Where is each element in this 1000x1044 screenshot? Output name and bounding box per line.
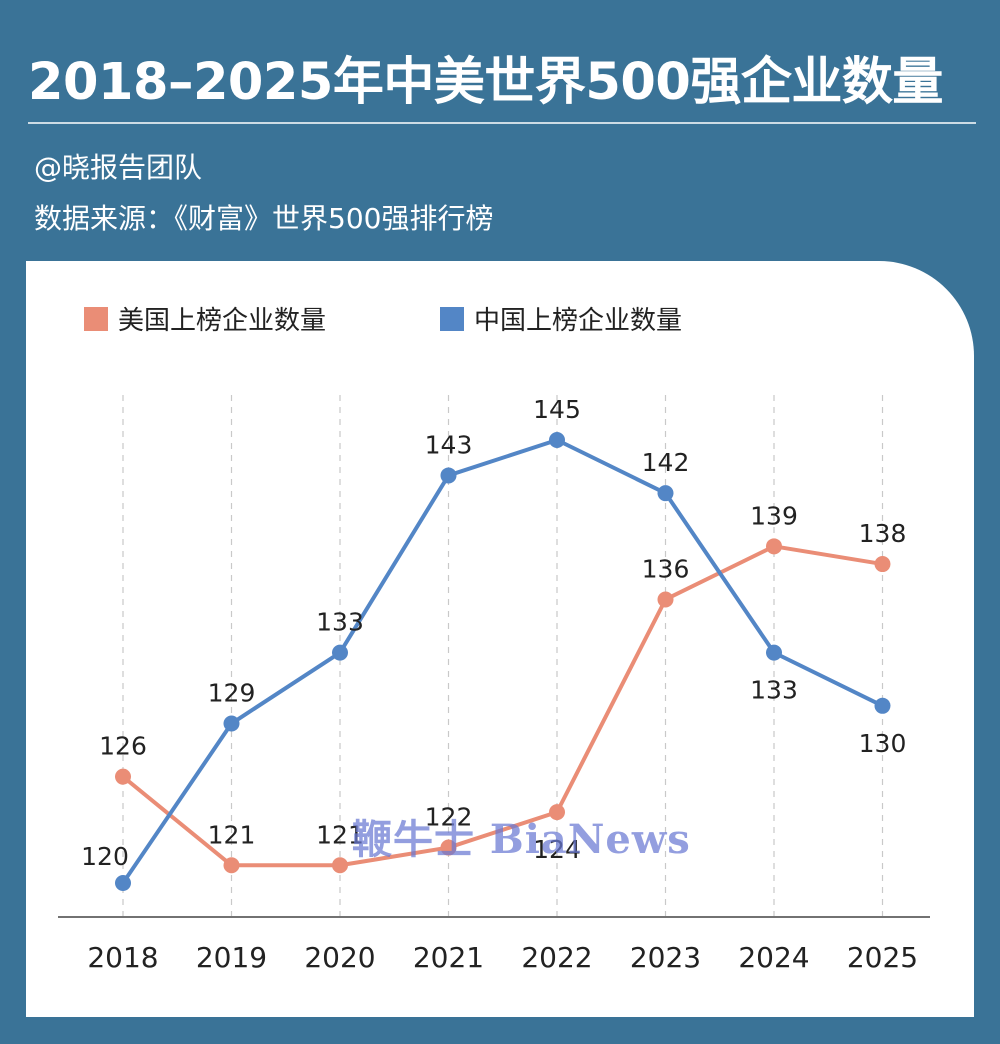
- data-point-0-2025: [874, 556, 891, 573]
- data-label-0-2019: 121: [208, 820, 256, 849]
- data-label-0-2025: 138: [859, 519, 907, 548]
- data-point-1-2019: [223, 715, 240, 732]
- legend-label-us: 美国上榜企业数量: [118, 306, 327, 336]
- data-label-1-2025: 130: [859, 729, 907, 758]
- data-point-0-2021: [440, 839, 457, 856]
- x-tick-label-2019: 2019: [196, 941, 267, 974]
- data-point-1-2020: [332, 644, 348, 661]
- data-label-1-2020: 133: [316, 608, 364, 637]
- x-tick-label-2018: 2018: [87, 941, 158, 974]
- chart-card: [26, 261, 974, 1017]
- data-point-0-2024: [766, 538, 782, 555]
- data-point-1-2018: [115, 875, 131, 891]
- legend-item-us: 美国上榜企业数量: [84, 300, 326, 337]
- data-point-0-2023: [657, 591, 674, 608]
- data-label-1-2024: 133: [750, 676, 798, 705]
- x-tick-label-2022: 2022: [521, 941, 592, 974]
- series-line-0: [121, 544, 883, 868]
- data-label-1-2022: 145: [533, 395, 581, 424]
- data-label-0-2020: 121: [316, 820, 364, 849]
- data-point-1-2025: [874, 697, 891, 714]
- legend-item-cn: 中国上榜企业数量: [440, 300, 682, 337]
- watermark: 鞭牛士 BiaNews: [352, 816, 691, 863]
- data-source: 数据来源：《财富》世界500强排行榜: [34, 202, 494, 235]
- x-tick-label-2020: 2020: [304, 941, 375, 974]
- data-point-1-2024: [766, 644, 782, 661]
- data-point-0-2019: [223, 857, 240, 874]
- x-tick-label-2025: 2025: [847, 941, 918, 974]
- data-label-1-2019: 129: [208, 679, 256, 708]
- title-divider: [28, 122, 976, 124]
- series-line-1: [121, 438, 884, 885]
- legend-label-cn: 中国上榜企业数量: [474, 306, 683, 336]
- data-label-1-2018: 120: [81, 842, 129, 871]
- x-tick-label-2023: 2023: [630, 941, 701, 974]
- legend-swatch-us: [84, 306, 108, 331]
- legend-swatch-cn: [440, 306, 464, 331]
- data-point-0-2018: [115, 768, 131, 785]
- data-point-0-2022: [549, 804, 565, 821]
- data-point-1-2023: [657, 485, 674, 502]
- page-title: 2018–2025年中美世界500强企业数量: [28, 53, 943, 112]
- data-point-0-2020: [332, 857, 348, 874]
- data-label-1-2021: 143: [425, 430, 473, 459]
- data-label-0-2023: 136: [642, 554, 690, 583]
- data-label-0-2022: 124: [533, 835, 581, 864]
- data-label-0-2021: 122: [425, 803, 473, 832]
- data-point-1-2022: [549, 432, 565, 448]
- author-credit: @晓报告团队: [34, 151, 203, 184]
- data-point-1-2021: [440, 467, 457, 484]
- x-tick-label-2021: 2021: [413, 941, 484, 974]
- data-label-1-2023: 142: [642, 448, 690, 477]
- data-label-0-2018: 126: [99, 732, 147, 761]
- x-tick-label-2024: 2024: [738, 941, 809, 974]
- data-label-0-2024: 139: [750, 501, 798, 530]
